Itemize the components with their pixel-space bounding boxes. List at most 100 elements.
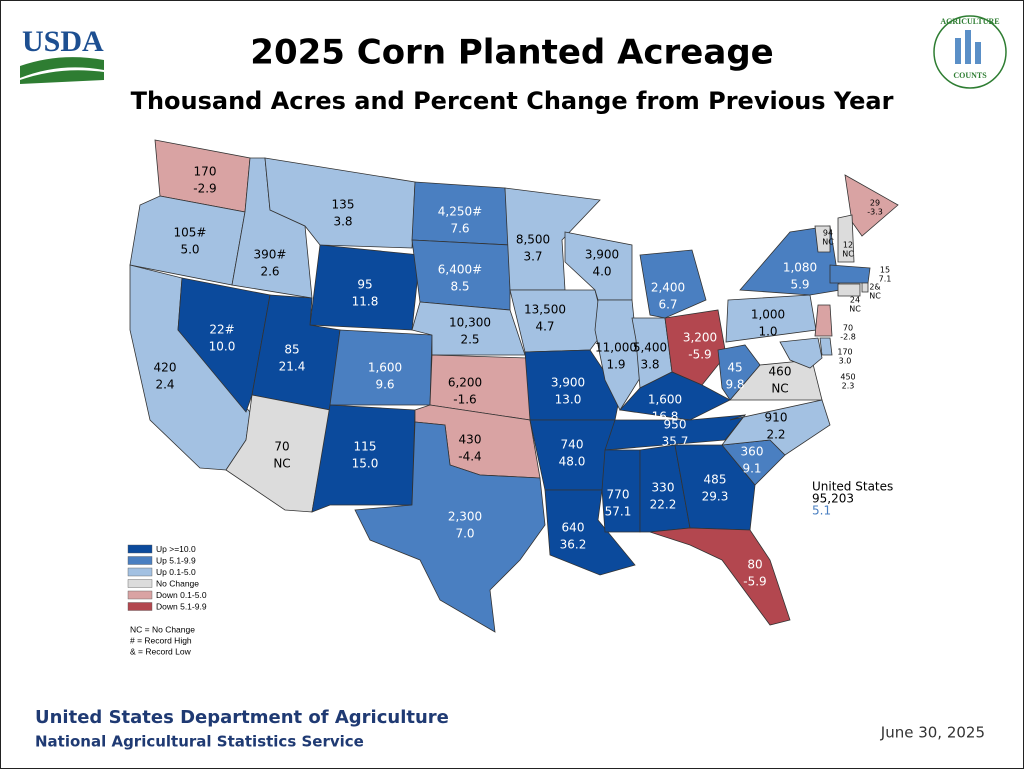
legend-label: Down 5.1-9.9 xyxy=(156,601,207,611)
state-acres: 740 xyxy=(561,438,584,452)
state-change: 7.1 xyxy=(879,275,892,284)
state-region xyxy=(779,337,823,369)
state-change: 29.3 xyxy=(702,490,729,504)
state-change: 8.5 xyxy=(450,280,469,294)
state-change: 6.7 xyxy=(658,298,677,312)
footer-date: June 30, 2025 xyxy=(880,724,985,742)
state-change: NC xyxy=(849,305,861,314)
state-change: 4.0 xyxy=(592,265,611,279)
state-acres: 450 xyxy=(840,373,855,382)
state-acres: 3,900 xyxy=(551,376,585,390)
state-change: NC xyxy=(822,238,834,247)
state-acres: 330 xyxy=(652,481,675,495)
state-change: 3.8 xyxy=(333,215,352,229)
state-acres: 420 xyxy=(154,361,177,375)
state-change: 1.0 xyxy=(758,325,777,339)
state-acres: 12 xyxy=(843,241,853,250)
state-region xyxy=(177,277,271,413)
subtitle: Thousand Acres and Percent Change from P… xyxy=(131,87,894,115)
state-region xyxy=(639,249,707,319)
state-acres: 80 xyxy=(747,558,762,572)
state-change: NC xyxy=(842,250,854,259)
state-acres: 6,400# xyxy=(438,263,482,277)
state-change: 21.4 xyxy=(279,360,306,374)
state-acres: 390# xyxy=(254,248,287,262)
state-acres: 70 xyxy=(274,440,289,454)
state-region xyxy=(814,304,833,337)
state-acres: 3,900 xyxy=(585,248,619,262)
state-acres: 640 xyxy=(562,521,585,535)
state-change: NC xyxy=(273,457,290,471)
state-acres: 910 xyxy=(765,411,788,425)
state-region xyxy=(844,174,899,237)
state-acres: 1,600 xyxy=(368,361,402,375)
state-change: 15.0 xyxy=(352,457,379,471)
state-change: 36.2 xyxy=(560,538,587,552)
state-change: -2.8 xyxy=(840,333,856,342)
logo-bar xyxy=(965,30,971,64)
state-acres: 360 xyxy=(741,445,764,459)
state-acres: 105# xyxy=(174,226,207,240)
state-change: 7.0 xyxy=(455,527,474,541)
state-acres: 950 xyxy=(664,418,687,432)
state-change: -1.6 xyxy=(453,393,476,407)
state-change: 5.0 xyxy=(180,243,199,257)
state-region xyxy=(739,225,841,296)
state-region xyxy=(829,264,871,284)
state-change: 9.1 xyxy=(742,462,761,476)
state-change: 3.0 xyxy=(839,357,852,366)
state-acres: 45 xyxy=(727,361,742,375)
state-change: 2.4 xyxy=(155,378,174,392)
state-change: 3.7 xyxy=(523,250,542,264)
logo-text: COUNTS xyxy=(953,71,987,80)
state-change: 13.0 xyxy=(555,393,582,407)
state-acres: 135 xyxy=(332,198,355,212)
state-change: 2.5 xyxy=(460,333,479,347)
state-region xyxy=(649,527,791,626)
state-change: -5.9 xyxy=(688,348,711,362)
state-acres: 2,300 xyxy=(448,510,482,524)
state-region xyxy=(524,349,621,421)
state-change: 11.8 xyxy=(352,295,379,309)
legend-swatch xyxy=(127,579,153,588)
state-region xyxy=(504,187,601,291)
state-change: 7.6 xyxy=(450,222,469,236)
us-total-acres: 95,203 xyxy=(812,492,854,506)
footer-service: National Agricultural Statistics Service xyxy=(35,733,364,751)
legend-label: Up 0.1-5.0 xyxy=(156,567,196,577)
legend-swatch xyxy=(127,567,153,577)
state-acres: 13,500 xyxy=(524,303,566,317)
state-acres: 6,200 xyxy=(448,376,482,390)
state-acres: 170 xyxy=(194,165,217,179)
state-change: 9.8 xyxy=(725,378,744,392)
state-region xyxy=(354,421,546,633)
state-change: 22.2 xyxy=(650,498,677,512)
state-acres: 8,500 xyxy=(516,233,550,247)
state-acres: 70 xyxy=(843,324,853,333)
state-acres: 85 xyxy=(284,343,299,357)
state-region xyxy=(861,282,869,293)
state-acres: 170 xyxy=(837,348,852,357)
legend-swatch xyxy=(127,602,153,611)
legend-swatch xyxy=(127,556,153,565)
state-acres: 11,000 xyxy=(595,341,637,355)
state-region xyxy=(601,449,641,533)
state-acres: 15 xyxy=(880,266,890,275)
legend-note: # = Record High xyxy=(130,635,192,645)
state-region xyxy=(721,399,831,456)
logo-swoosh xyxy=(20,70,104,84)
legend-label: Up >=10.0 xyxy=(156,544,196,554)
state-change: NC xyxy=(869,292,881,301)
state-acres: 2,400 xyxy=(651,281,685,295)
state-region xyxy=(674,444,756,531)
state-acres: 1,000 xyxy=(751,308,785,322)
state-change: 57.1 xyxy=(605,505,632,519)
logo-text: AGRICULTURE xyxy=(940,17,999,26)
logo-bar xyxy=(975,42,981,64)
state-change: 9.6 xyxy=(375,378,394,392)
state-change: -2.9 xyxy=(193,182,216,196)
state-region xyxy=(664,309,727,386)
state-acres: 95 xyxy=(357,278,372,292)
legend-label: Down 0.1-5.0 xyxy=(156,590,207,600)
